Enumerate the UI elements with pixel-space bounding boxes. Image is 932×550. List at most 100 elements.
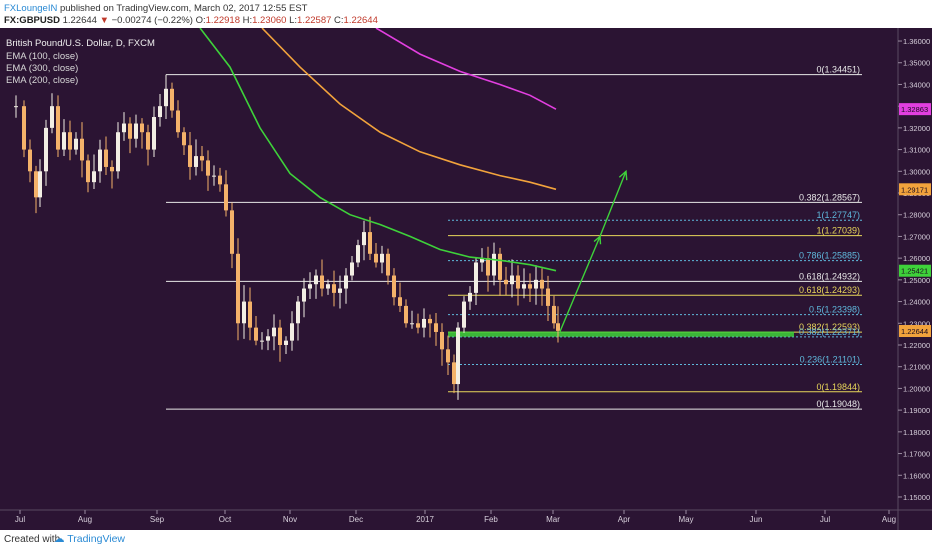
ema-100-line — [199, 28, 557, 272]
candle-body — [116, 132, 120, 172]
time-axis[interactable] — [0, 510, 898, 530]
price-tag — [899, 264, 931, 277]
support-zone-layer — [448, 331, 794, 337]
candle-body — [110, 166, 114, 172]
open-label: O: — [195, 15, 206, 26]
x-tick-label: Sep — [150, 515, 165, 524]
x-tick-label: Apr — [618, 515, 631, 524]
candle-body — [188, 145, 192, 167]
price-chart[interactable]: 0(1.34451) 0.382(1.28567) 1(1.27747) 1(1.27… — [0, 28, 932, 530]
candle-body — [510, 275, 514, 285]
candle-body — [446, 349, 450, 363]
candle-body — [122, 123, 126, 133]
candle-body — [474, 262, 478, 293]
low-label: L: — [289, 15, 298, 26]
candle-body — [528, 284, 532, 289]
x-tick-label: Nov — [283, 515, 297, 524]
price-change: −0.00274 (−0.22%) — [111, 15, 193, 26]
candle-body — [356, 245, 360, 263]
price-tag — [899, 103, 931, 116]
candle-body — [540, 279, 544, 289]
y-tick-label: 1.15000 — [903, 493, 930, 502]
candle-body — [368, 232, 372, 254]
candle-body — [302, 288, 306, 302]
candle-body — [176, 110, 180, 133]
candle-body — [128, 123, 132, 139]
candle-body — [296, 301, 300, 324]
chart-header: FXLoungeIN published on TradingView.com,… — [0, 0, 932, 28]
close-label: C: — [334, 15, 344, 26]
candle-body — [206, 160, 210, 176]
candle-body — [98, 149, 102, 172]
y-tick-label: 1.20000 — [903, 384, 930, 393]
y-tick-label: 1.21000 — [903, 363, 930, 372]
candle-body — [284, 340, 288, 345]
price-tags: 1.32863 1.29171 1.25421 1.22644 — [899, 103, 931, 338]
x-axis-ticks: Jul Aug Sep Oct Nov Dec 2017 Feb Mar Apr May Jun Jul… — [15, 510, 896, 524]
candle-body — [266, 336, 270, 341]
publish-info: FXLoungeIN published on TradingView.com,… — [4, 3, 308, 14]
symbol-label: FX:GBPUSD — [4, 15, 60, 26]
fib-level-label: 0(1.19048) — [816, 399, 860, 409]
candle-body — [194, 156, 198, 167]
y-tick-label: 1.18000 — [903, 428, 930, 437]
plot-area[interactable] — [0, 28, 898, 510]
fib-level-label: 0.618(1.24932) — [799, 271, 860, 281]
high-label: H: — [242, 15, 253, 26]
fib-level-label: 0.382(1.22593) — [799, 322, 860, 332]
candle-body — [434, 323, 438, 332]
price-tag-label: 1.32863 — [901, 105, 928, 114]
candle-body — [422, 318, 426, 328]
candle-body — [14, 106, 18, 108]
fib-level-label: 0.382(1.22371) — [799, 327, 860, 337]
candle-body — [338, 288, 342, 293]
close-value: 1.22644 — [343, 15, 378, 26]
forecast-arrow-head — [618, 169, 628, 181]
candle-body — [218, 175, 222, 185]
candle-body — [350, 262, 354, 276]
candle-body — [92, 171, 96, 183]
legend-ema-300: EMA (300, close) — [6, 63, 78, 74]
candle-body — [80, 138, 84, 161]
y-tick-label: 1.27000 — [903, 232, 930, 241]
y-tick-label: 1.30000 — [903, 167, 930, 176]
fib-level-label: 0(1.34451) — [816, 65, 860, 75]
candle-body — [416, 323, 420, 328]
author-link[interactable]: FXLoungeIN — [4, 3, 58, 14]
candle-body — [552, 305, 556, 324]
ema-300-line — [375, 28, 557, 110]
candle-body — [146, 132, 150, 150]
candle-body — [158, 106, 162, 118]
y-tick-label: 1.32000 — [903, 124, 930, 133]
candle-body — [236, 253, 240, 324]
candle-body — [332, 284, 336, 293]
support-zone — [448, 331, 794, 337]
candle-body — [392, 275, 396, 298]
x-tick-label: Dec — [349, 515, 363, 524]
candle-body — [200, 156, 204, 161]
tradingview-logo[interactable]: ☁ TradingView — [54, 533, 126, 545]
fib-level-label: 1(1.27039) — [816, 226, 860, 236]
candle-body — [374, 253, 378, 263]
candle-body — [534, 279, 538, 289]
footer-bar: Created with ☁ TradingView — [0, 530, 932, 550]
x-tick-label: Aug — [882, 515, 896, 524]
ema-200-line — [261, 28, 557, 191]
x-tick-label: Feb — [484, 515, 498, 524]
ema-lines — [199, 28, 557, 272]
created-with-text: Created with — [4, 534, 61, 545]
candle-body — [462, 301, 466, 328]
price-tag-label: 1.25421 — [901, 267, 928, 276]
candle-body — [152, 117, 156, 150]
fib-level-label: 0.5(1.23398) — [809, 305, 860, 315]
legend-title: British Pound/U.S. Dollar, D, FXCM — [6, 38, 155, 49]
candle-body — [242, 301, 246, 324]
candle-body — [386, 253, 390, 276]
candle-body — [546, 288, 550, 306]
candle-body — [62, 132, 66, 150]
price-tag — [899, 183, 931, 196]
quote-line: FX:GBPUSD 1.22644 ▼ −0.00274 (−0.22%) O:… — [4, 15, 378, 26]
price-tag-label: 1.29171 — [901, 185, 928, 194]
chart-legend: British Pound/U.S. Dollar, D, FXCM EMA (… — [6, 38, 155, 86]
candle-body — [498, 253, 502, 280]
